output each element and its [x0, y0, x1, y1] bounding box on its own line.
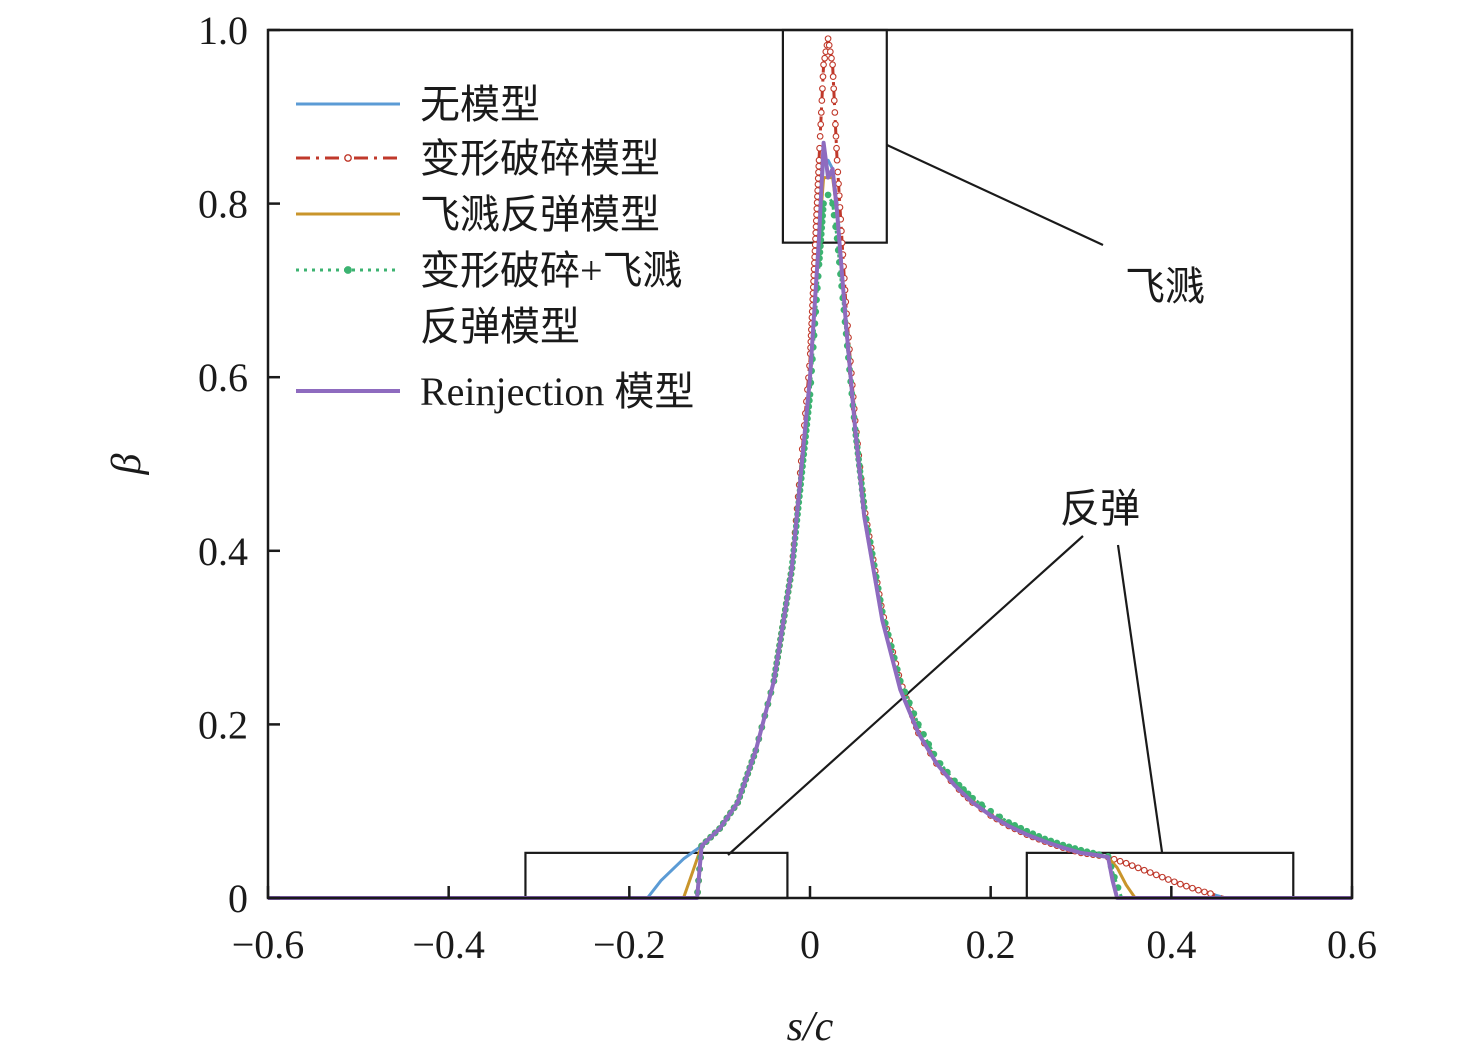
y-tick-label: 0.8: [198, 182, 248, 227]
data-point: [1170, 878, 1178, 886]
data-point: [1177, 880, 1184, 888]
x-tick-label: −0.6: [232, 922, 305, 967]
data-point: [834, 168, 842, 176]
data-point: [816, 132, 824, 140]
data-point: [1201, 888, 1208, 896]
data-point: [825, 41, 833, 49]
tick-layer: −0.6 −0.4 −0.2 0 0.2 0.4 0.6 0 0.2 0.4 0.6 0.8 1.0: [198, 8, 1377, 967]
data-point: [829, 73, 837, 81]
annotation-label: 飞溅: [1125, 264, 1205, 309]
series-markers-3: [694, 191, 1122, 896]
data-point: [819, 85, 826, 92]
data-point: [828, 54, 835, 62]
annotation-leader-line: [886, 144, 1104, 246]
legend-label: 变形破碎+飞溅: [420, 248, 683, 293]
legend-label: 变形破碎模型: [420, 136, 660, 181]
x-tick-label: 0.2: [966, 922, 1016, 967]
legend-label: 飞溅反弹模型: [420, 192, 660, 237]
data-point: [1195, 886, 1202, 894]
data-point: [835, 180, 842, 188]
legend-marker: [344, 266, 352, 274]
series-layer: [268, 35, 1352, 900]
x-tick-label: −0.2: [593, 922, 666, 967]
x-tick-label: 0.6: [1327, 922, 1377, 967]
data-point: [1146, 869, 1154, 876]
legend-label: 反弹模型: [420, 304, 580, 349]
legend-label: 无模型: [420, 82, 540, 127]
y-tick-label: 0.6: [198, 355, 248, 400]
data-point: [1116, 857, 1124, 865]
data-point: [1122, 859, 1130, 867]
data-point: [832, 121, 839, 128]
data-point: [1164, 876, 1172, 883]
data-point: [1189, 884, 1196, 892]
y-tick-label: 0.4: [198, 529, 248, 574]
annotation-box: [524, 851, 789, 900]
data-point: [818, 97, 826, 104]
data-point: [829, 61, 836, 69]
data-point: [820, 61, 827, 69]
data-point: [831, 109, 839, 116]
data-point: [817, 109, 825, 116]
x-axis-label: s/c: [787, 1004, 834, 1050]
data-point: [1134, 864, 1142, 872]
data-point: [1140, 866, 1148, 874]
data-point: [833, 156, 841, 164]
data-point: [821, 54, 829, 62]
x-tick-label: 0: [800, 922, 820, 967]
annotation-label: 反弹: [1060, 486, 1140, 531]
legend-label: Reinjection 模型: [420, 369, 694, 414]
y-axis-label: β: [104, 453, 150, 475]
data-point: [1183, 882, 1190, 890]
series-line-4: [268, 140, 1352, 900]
x-tick-label: 0.4: [1146, 922, 1196, 967]
data-point: [824, 191, 832, 199]
series-markers-1: [694, 35, 1214, 898]
legend-marker: [344, 154, 352, 162]
data-point: [1158, 873, 1166, 881]
data-point: [824, 35, 832, 43]
y-tick-label: 0.2: [198, 702, 248, 747]
data-point: [826, 48, 834, 56]
x-tick-label: −0.4: [412, 922, 485, 967]
data-point: [1128, 862, 1136, 869]
data-point: [830, 85, 838, 92]
data-point: [833, 144, 840, 152]
y-tick-label: 1.0: [198, 8, 248, 53]
data-point: [832, 132, 840, 140]
data-point: [819, 73, 827, 81]
data-point: [817, 121, 825, 128]
y-tick-label: 0: [228, 876, 248, 921]
data-point: [830, 97, 838, 104]
annotation-leader-line: [1116, 544, 1164, 853]
data-point: [1207, 890, 1214, 898]
data-point: [1152, 871, 1160, 879]
